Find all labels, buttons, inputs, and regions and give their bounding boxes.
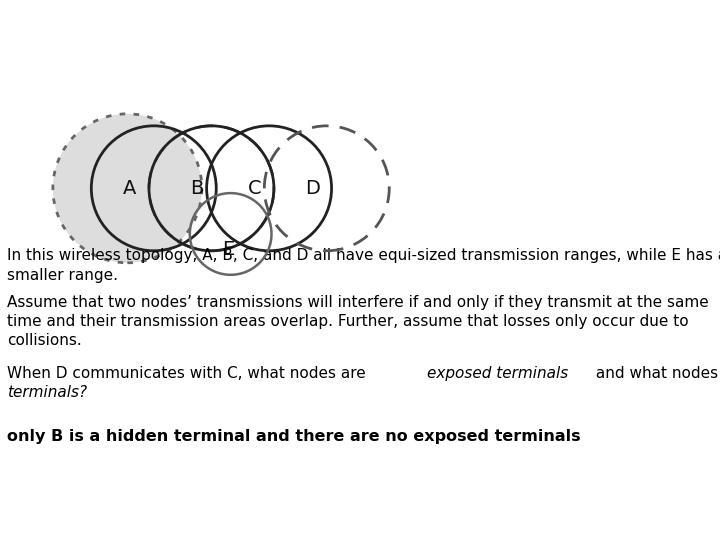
Text: In this wireless topology, A, B, C, and D all have equi-sized transmission range: In this wireless topology, A, B, C, and … — [7, 248, 720, 264]
Text: collisions.: collisions. — [7, 333, 82, 348]
Text: time and their transmission areas overlap. Further, assume that losses only occu: time and their transmission areas overla… — [7, 314, 689, 329]
Text: smaller range.: smaller range. — [7, 268, 118, 282]
Text: D: D — [305, 179, 320, 198]
Circle shape — [53, 114, 202, 263]
Text: Assume that two nodes’ transmissions will interfere if and only if they transmit: Assume that two nodes’ transmissions wil… — [7, 295, 709, 310]
Text: E: E — [222, 240, 235, 259]
Text: only B is a hidden terminal and there are no exposed terminals: only B is a hidden terminal and there ar… — [7, 429, 581, 443]
Text: A: A — [123, 179, 136, 198]
Text: exposed terminals: exposed terminals — [428, 366, 569, 381]
Text: C: C — [248, 179, 261, 198]
Text: and what nodes are: and what nodes are — [590, 366, 720, 381]
Text: B: B — [190, 179, 204, 198]
Text: When D communicates with C, what nodes are: When D communicates with C, what nodes a… — [7, 366, 371, 381]
Text: terminals?: terminals? — [7, 386, 87, 400]
